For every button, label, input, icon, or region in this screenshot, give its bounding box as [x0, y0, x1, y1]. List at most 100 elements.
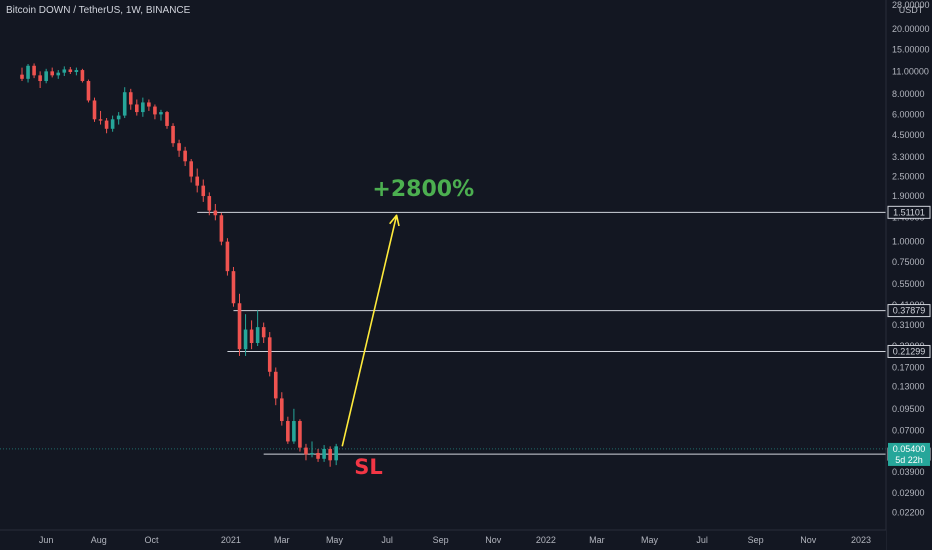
time-tick-label: May: [641, 535, 659, 545]
candle-23[interactable]: [159, 109, 163, 121]
price-tick-label: 0.17000: [892, 362, 925, 372]
candle-body: [298, 421, 302, 448]
candle-21[interactable]: [147, 99, 151, 111]
candle-body: [68, 69, 73, 73]
candle-body: [292, 421, 296, 442]
candle-2[interactable]: [32, 63, 36, 79]
candle-35[interactable]: [231, 266, 236, 307]
candle-1[interactable]: [26, 63, 30, 83]
candle-29[interactable]: [195, 168, 200, 193]
candle-11[interactable]: [86, 79, 91, 103]
time-tick-label: Jun: [39, 535, 54, 545]
price-tick-label: 0.02200: [892, 508, 925, 518]
candle-body: [98, 119, 103, 121]
candle-17[interactable]: [122, 87, 127, 119]
candle-41[interactable]: [267, 332, 272, 377]
candle-body: [207, 196, 212, 211]
candle-31[interactable]: [207, 192, 212, 216]
candle-22[interactable]: [153, 104, 157, 120]
level-tag-text: 1.51101: [893, 207, 925, 217]
candle-body: [92, 100, 97, 120]
candle-8[interactable]: [68, 66, 73, 74]
candle-body: [128, 92, 133, 105]
candle-34[interactable]: [225, 238, 230, 276]
candle-body: [273, 371, 278, 399]
candle-7[interactable]: [62, 66, 67, 77]
candle-28[interactable]: [189, 159, 193, 183]
candle-body: [225, 241, 230, 272]
candle-52[interactable]: [334, 443, 338, 466]
candle-45[interactable]: [292, 408, 296, 444]
candle-33[interactable]: [219, 212, 224, 246]
candle-36[interactable]: [237, 293, 242, 356]
level-tag-text: 0.37879: [893, 306, 926, 316]
candle-9[interactable]: [74, 67, 79, 76]
level-price-tag: 0.37879: [887, 304, 931, 318]
stop-loss-label[interactable]: SL: [354, 455, 383, 479]
price-tick-label: 1.00000: [892, 237, 925, 247]
currency-label: USDT: [899, 5, 924, 15]
candle-42[interactable]: [273, 367, 278, 406]
candle-body: [255, 327, 260, 343]
candle-body: [38, 75, 42, 82]
current-price-box: [888, 442, 930, 466]
candle-body: [310, 452, 314, 455]
candle-25[interactable]: [171, 123, 175, 147]
candle-44[interactable]: [286, 416, 290, 444]
candle-body: [74, 70, 79, 73]
candle-4[interactable]: [44, 68, 48, 84]
candle-body: [189, 161, 193, 177]
candle-14[interactable]: [104, 118, 109, 134]
candle-38[interactable]: [249, 320, 254, 350]
price-tick-label: 8.00000: [892, 89, 925, 99]
candle-27[interactable]: [183, 146, 187, 167]
candle-20[interactable]: [141, 97, 145, 117]
candle-40[interactable]: [261, 322, 266, 343]
candle-16[interactable]: [116, 112, 121, 125]
time-axis[interactable]: [0, 530, 886, 550]
candle-39[interactable]: [255, 310, 260, 347]
candle-46[interactable]: [298, 419, 302, 452]
level-tag-box: [887, 205, 931, 219]
candle-body: [104, 120, 109, 129]
candle-body: [20, 74, 24, 79]
candle-body: [280, 398, 284, 422]
candle-48[interactable]: [310, 441, 314, 458]
candle-43[interactable]: [280, 392, 284, 426]
candle-body: [32, 65, 36, 76]
arrow-line[interactable]: [341, 215, 398, 447]
time-tick-label: Sep: [433, 535, 449, 545]
candle-32[interactable]: [213, 203, 218, 221]
candle-24[interactable]: [165, 110, 169, 129]
candle-47[interactable]: [304, 443, 308, 461]
candle-body: [165, 112, 169, 126]
candle-10[interactable]: [80, 68, 85, 83]
candle-51[interactable]: [328, 446, 332, 467]
candle-6[interactable]: [56, 70, 61, 79]
candle-13[interactable]: [98, 110, 103, 125]
level-price-tag: 1.51101: [887, 205, 931, 219]
candle-body: [304, 447, 308, 455]
candle-50[interactable]: [322, 445, 326, 462]
target-gain-label[interactable]: +2800%: [372, 177, 474, 202]
time-tick-label: Jul: [381, 535, 393, 545]
candle-15[interactable]: [110, 115, 115, 132]
candle-0[interactable]: [20, 67, 24, 82]
candle-26[interactable]: [177, 139, 181, 157]
candle-body: [322, 448, 326, 459]
candle-30[interactable]: [201, 179, 206, 202]
time-tick-label: Oct: [144, 535, 159, 545]
candle-12[interactable]: [92, 97, 97, 122]
candle-body: [116, 115, 121, 120]
candle-body: [134, 104, 139, 113]
candle-5[interactable]: [50, 67, 55, 78]
candle-body: [219, 215, 224, 242]
price-tick-label: 6.00000: [892, 109, 925, 119]
candle-3[interactable]: [38, 71, 42, 89]
candle-49[interactable]: [316, 448, 320, 462]
candle-19[interactable]: [134, 99, 139, 116]
candle-37[interactable]: [243, 314, 248, 356]
candle-18[interactable]: [128, 88, 133, 110]
time-tick-label: May: [326, 535, 344, 545]
